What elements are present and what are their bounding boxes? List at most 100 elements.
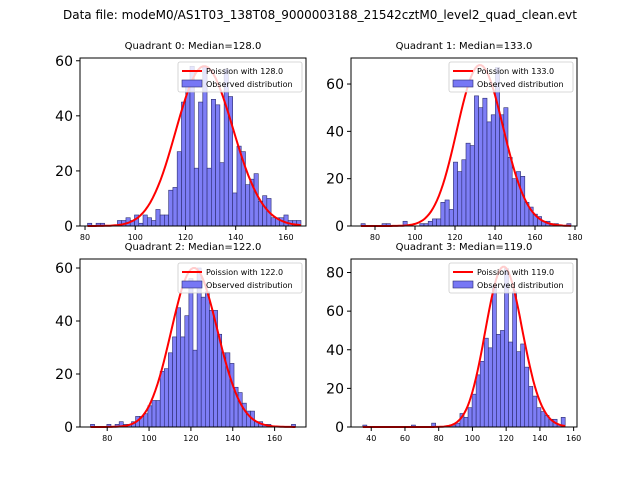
histogram-bar [176, 307, 181, 428]
histogram-bar [193, 167, 199, 227]
axes-frame [79, 57, 307, 227]
x-tick-label: 80 [370, 233, 380, 242]
subplot-title: Quadrant 3: Median=119.0 [396, 242, 533, 253]
histogram-bar [151, 400, 157, 428]
histogram-bar [471, 393, 477, 428]
histogram-bar [198, 101, 204, 227]
legend-label-observed: Observed distribution [477, 80, 564, 89]
legend-label-observed: Observed distribution [206, 281, 293, 290]
subplot-quadrant-3: Quadrant 3: Median=119.0 0 20 40 60 80 40 60 80 1… [326, 242, 581, 443]
histogram-bar [257, 200, 263, 227]
y-tick-label: 0 [335, 420, 344, 436]
x-tick-label: 140 [225, 434, 240, 443]
histogram-bar [475, 374, 481, 428]
y-tick-label: 0 [64, 219, 73, 235]
legend-label-observed: Observed distribution [477, 281, 564, 290]
x-tick-label: 40 [366, 434, 376, 443]
axes-frame [350, 258, 578, 428]
x-tick-label: 160 [566, 434, 581, 443]
legend-box [177, 61, 303, 93]
y-tick-label: 80 [326, 266, 344, 282]
x-tick-label: 160 [267, 434, 282, 443]
histogram-bar [487, 347, 493, 428]
histogram-bar [200, 296, 206, 428]
y-tick-label: 60 [326, 77, 344, 93]
x-tick-label: 160 [527, 233, 542, 242]
histogram-bar [163, 368, 169, 428]
legend-label-poisson: Poission with 133.0 [477, 67, 554, 76]
histogram-bar [483, 337, 489, 428]
legend-bar-swatch [452, 79, 474, 88]
histogram-bar [500, 330, 505, 428]
y-tick-label: 40 [326, 343, 344, 359]
histogram-bar [479, 361, 485, 428]
histogram-bar [229, 363, 235, 428]
x-tick-label: 80 [434, 434, 444, 443]
histogram-bar [444, 199, 450, 227]
y-tick-label: 60 [55, 54, 73, 70]
histogram-bar [184, 315, 190, 428]
histogram-bar [469, 145, 475, 227]
histogram-bar [232, 192, 238, 227]
x-tick-label: 80 [102, 434, 112, 443]
y-tick-label: 60 [326, 304, 344, 320]
legend-bar-swatch [181, 79, 203, 88]
histogram-bar [427, 220, 433, 227]
histogram-bar [465, 142, 471, 227]
histogram-bar [270, 217, 276, 227]
histogram-bar [180, 336, 186, 428]
histogram-bar [524, 366, 530, 428]
legend-box [177, 262, 303, 294]
histogram-bar [206, 167, 212, 227]
histogram-bar [142, 214, 148, 227]
histogram-bar [436, 218, 442, 227]
histogram-bar [188, 278, 194, 428]
histogram-bar [461, 159, 467, 227]
y-tick-label: 40 [55, 109, 73, 125]
histogram-bar [516, 351, 521, 428]
subplot-quadrant-2: Quadrant 2: Median=122.0 0 20 40 60 80 100 120 1… [55, 242, 307, 443]
x-tick-label: 80 [80, 233, 90, 242]
legend-label-poisson: Poission with 128.0 [206, 67, 283, 76]
legend-label-observed: Observed distribution [206, 80, 293, 89]
histogram-bar [185, 85, 191, 227]
subplot-title: Quadrant 2: Median=122.0 [125, 242, 262, 253]
y-tick-label: 20 [326, 172, 344, 188]
histogram-bar [172, 187, 178, 227]
histogram-bar [168, 352, 173, 428]
legend-bar-swatch [181, 280, 203, 289]
histogram-bar [492, 285, 497, 428]
legend-box [448, 262, 574, 294]
y-tick-label: 60 [55, 261, 73, 277]
legend-bar-swatch [452, 280, 474, 289]
histogram-bar [155, 400, 161, 428]
figure-title: Data file: modeM0/AS1T03_138T08_90000031… [63, 8, 577, 22]
y-tick-label: 40 [326, 124, 344, 140]
y-tick-label: 40 [55, 314, 73, 330]
histogram-bar [262, 195, 268, 227]
x-tick-label: 140 [532, 434, 547, 443]
histogram-bar [215, 104, 221, 227]
histogram-bar [508, 341, 513, 428]
x-tick-label: 60 [400, 434, 410, 443]
histogram-bar [463, 417, 469, 428]
histogram-bar [455, 422, 461, 428]
x-tick-label: 120 [447, 233, 462, 242]
histogram-bar [432, 218, 437, 227]
histogram-bar [507, 157, 513, 227]
axes-frame [79, 258, 307, 428]
legend-label-poisson: Poission with 122.0 [206, 268, 283, 277]
histogram-bar [209, 310, 214, 428]
histogram-bar [536, 407, 542, 428]
x-tick-label: 120 [178, 233, 193, 242]
histogram-bar [253, 173, 259, 227]
y-tick-label: 0 [335, 219, 344, 235]
histogram-bar [511, 178, 517, 227]
histogram-bar [457, 171, 463, 227]
subplot-title: Quadrant 0: Median=128.0 [125, 41, 262, 52]
histogram-bar [245, 184, 251, 227]
histogram-bar [467, 407, 473, 428]
legend-label-poisson: Poission with 119.0 [477, 268, 554, 277]
y-tick-label: 20 [55, 367, 73, 383]
